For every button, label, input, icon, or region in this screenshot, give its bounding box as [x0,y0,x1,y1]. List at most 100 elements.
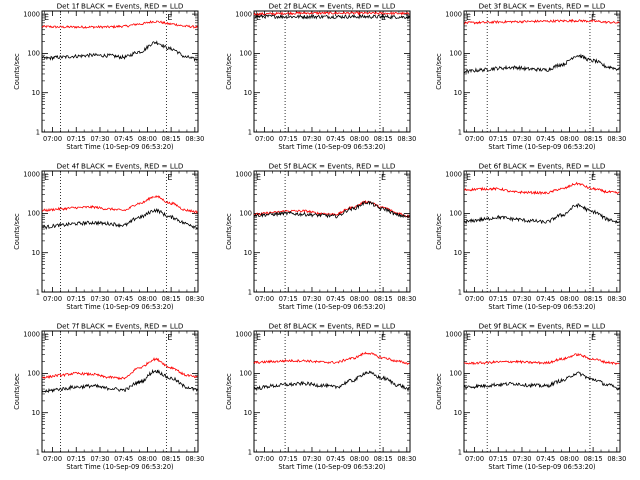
y-axis-label: Counts/sec [435,213,443,250]
x-tick-label: 07:00 [465,455,484,463]
x-tick-label: 08:00 [138,135,157,143]
x-tick-label: 08:00 [560,455,579,463]
y-axis-label: Counts/sec [225,53,233,90]
panel-title: Det 8f BLACK = Events, RED = LLD [269,322,396,331]
x-tick-label: 07:45 [114,295,133,303]
plot-frame [463,170,621,293]
detector-panel-6: Det 6f BLACK = Events, RED = LLD 1 10 100 10… [435,162,626,312]
y-tick-label: 1 [248,288,252,296]
x-tick-label: 07:30 [512,295,531,303]
y-tick-label: 1 [36,288,40,296]
y-tick-label: 1000 [23,330,40,338]
x-tick-label: 07:30 [302,295,321,303]
y-tick-label: 10 [244,249,252,257]
y-tick-label: 100 [27,210,40,218]
x-tick-label: 07:30 [512,135,531,143]
series-events-line [463,371,620,391]
x-tick-label: 08:30 [607,135,626,143]
y-tick-label: 100 [239,50,252,58]
x-axis-label: Start Time (10-Sep-09 06:53:20) [66,143,173,151]
x-axis-label: Start Time (10-Sep-09 06:53:20) [278,303,385,311]
y-tick-label: 10 [244,89,252,97]
x-tick-label: 08:30 [397,455,416,463]
x-tick-label: 07:30 [90,455,109,463]
y-axis-label: Counts/sec [225,373,233,410]
plot-frame [253,170,411,293]
x-tick-label: 07:00 [465,135,484,143]
marker-label-left: E [256,333,261,342]
y-tick-label: 10 [32,89,40,97]
y-axis-label: Counts/sec [435,373,443,410]
x-tick-label: 07:30 [302,135,321,143]
series-events-line [253,13,410,20]
x-tick-label: 07:15 [279,455,298,463]
series-lld-line [463,18,620,25]
plot-frame [41,170,199,293]
series-lld-line [463,181,620,196]
x-tick-label: 07:00 [43,295,62,303]
marker-label-right: E [591,13,596,22]
x-tick-label: 08:15 [374,135,393,143]
y-tick-label: 1000 [235,170,252,178]
x-axis-label: Start Time (10-Sep-09 06:53:20) [278,143,385,151]
plot-frame [463,330,621,453]
x-tick-label: 07:45 [114,455,133,463]
panel-title: Det 1f BLACK = Events, RED = LLD [57,2,184,11]
plot-frame [463,10,621,133]
series-lld-line [41,20,198,30]
x-tick-label: 08:00 [138,455,157,463]
detector-panel-1: Det 1f BLACK = Events, RED = LLD 1 10 100 10… [13,2,204,152]
y-tick-label: 1000 [235,10,252,18]
series-lld-line [253,10,410,16]
x-tick-label: 07:15 [67,135,86,143]
series-lld-line [463,352,620,366]
y-tick-label: 100 [449,210,462,218]
x-tick-label: 08:30 [185,135,204,143]
x-tick-label: 08:15 [584,295,603,303]
detector-panel-4: Det 4f BLACK = Events, RED = LLD 1 10 100 10… [13,162,204,312]
x-tick-label: 07:00 [43,135,62,143]
x-tick-label: 07:00 [465,295,484,303]
series-events-line [463,53,620,75]
x-axis-label: Start Time (10-Sep-09 06:53:20) [488,303,595,311]
x-tick-label: 07:00 [255,295,274,303]
series-events-line [253,200,410,219]
x-tick-label: 08:00 [560,135,579,143]
x-tick-label: 07:00 [43,455,62,463]
x-tick-label: 08:00 [350,295,369,303]
marker-label-right: E [167,333,172,342]
x-axis-label: Start Time (10-Sep-09 06:53:20) [66,303,173,311]
x-tick-label: 08:15 [162,455,181,463]
marker-label-left: E [44,13,49,22]
x-tick-label: 07:45 [114,135,133,143]
x-tick-label: 07:30 [90,295,109,303]
y-tick-label: 1000 [445,170,462,178]
marker-label-left: E [44,173,49,182]
x-axis-label: Start Time (10-Sep-09 06:53:20) [278,463,385,471]
x-tick-label: 07:15 [279,295,298,303]
x-tick-label: 08:00 [560,295,579,303]
x-axis-label: Start Time (10-Sep-09 06:53:20) [488,143,595,151]
detector-panel-7: Det 7f BLACK = Events, RED = LLD 1 10 100 10… [13,322,204,472]
series-events-line [41,40,198,62]
y-tick-label: 1 [248,128,252,136]
series-lld-line [253,351,410,366]
y-tick-label: 100 [27,370,40,378]
x-tick-label: 08:15 [374,295,393,303]
x-tick-label: 08:00 [350,455,369,463]
marker-label-left: E [256,173,261,182]
series-events-line [463,203,620,225]
x-tick-label: 08:30 [185,295,204,303]
x-tick-label: 08:15 [584,135,603,143]
marker-label-right: E [591,173,596,182]
panel-title: Det 7f BLACK = Events, RED = LLD [57,322,184,331]
y-axis-label: Counts/sec [13,213,21,250]
x-tick-label: 07:15 [489,295,508,303]
x-tick-label: 07:15 [279,135,298,143]
marker-label-right: E [591,333,596,342]
y-tick-label: 1000 [445,330,462,338]
y-tick-label: 1 [36,128,40,136]
x-tick-label: 07:30 [512,455,531,463]
y-tick-label: 1 [458,288,462,296]
